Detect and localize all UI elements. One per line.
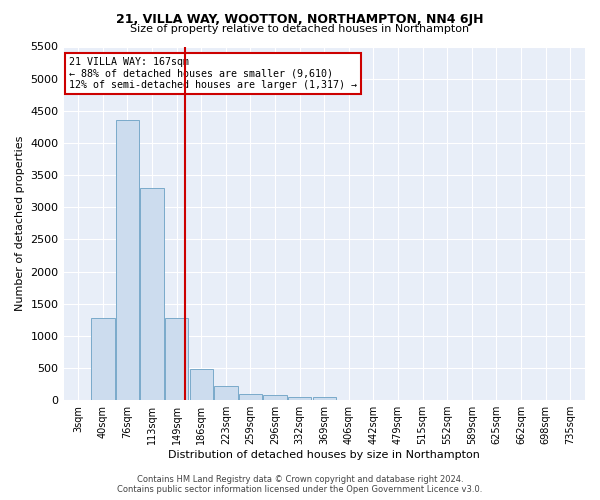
Bar [239,394,262,400]
Text: Contains HM Land Registry data © Crown copyright and database right 2024.
Contai: Contains HM Land Registry data © Crown c… [118,474,482,494]
Text: 21, VILLA WAY, WOOTTON, NORTHAMPTON, NN4 6JH: 21, VILLA WAY, WOOTTON, NORTHAMPTON, NN4… [116,12,484,26]
Bar [313,397,336,400]
Text: 21 VILLA WAY: 167sqm
← 88% of detached houses are smaller (9,610)
12% of semi-de: 21 VILLA WAY: 167sqm ← 88% of detached h… [69,57,357,90]
Bar [91,318,115,400]
Bar [263,395,287,400]
Bar [165,318,188,400]
Bar [190,368,213,400]
X-axis label: Distribution of detached houses by size in Northampton: Distribution of detached houses by size … [169,450,480,460]
Bar [288,396,311,400]
Bar [214,386,238,400]
Bar [140,188,164,400]
Bar [116,120,139,400]
Text: Size of property relative to detached houses in Northampton: Size of property relative to detached ho… [130,24,470,34]
Y-axis label: Number of detached properties: Number of detached properties [15,136,25,311]
